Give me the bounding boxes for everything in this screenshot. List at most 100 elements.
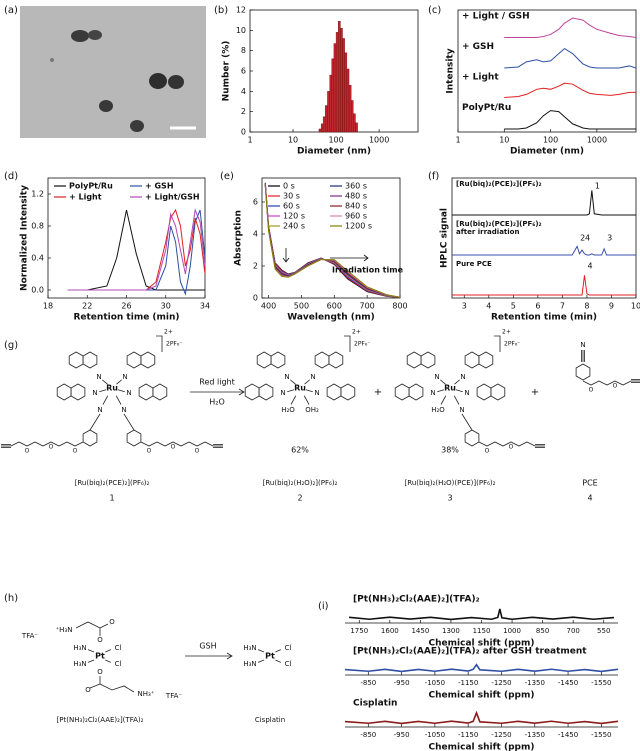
bond	[440, 395, 447, 405]
x-tick-label: 1	[247, 136, 252, 145]
ring	[126, 429, 142, 447]
bond	[116, 379, 123, 385]
particle	[50, 58, 54, 62]
ring	[256, 351, 272, 369]
panel-label: (i)	[318, 601, 329, 612]
bar	[318, 128, 322, 133]
x-tick-label: 26	[121, 302, 131, 311]
x-tick-label: 1000	[587, 136, 607, 145]
panel-label: (f)	[428, 171, 439, 182]
ring	[476, 383, 492, 401]
atom-label: O	[85, 686, 91, 694]
x-tick-label: 5	[511, 302, 516, 311]
bond	[290, 395, 297, 405]
atom-label: N	[92, 389, 97, 397]
x-tick-label: 1000	[503, 627, 521, 635]
atom-label: OH₂	[305, 406, 319, 414]
x-tick-label: -1050	[425, 731, 445, 739]
atom-label: Ru	[294, 384, 306, 393]
bond	[303, 395, 310, 405]
spectrum-title: [Pt(NH₃)₂Cl₂(AAE)₂](TFA)₂ after GSH trea…	[353, 647, 587, 657]
atom-label: ⁺H₃N	[55, 626, 72, 634]
x-tick-label: 10	[631, 302, 640, 311]
atom-label: Cl	[115, 660, 122, 668]
ring	[490, 383, 506, 401]
y-tick-label: 0	[241, 128, 246, 137]
y-axis-label: Absorption	[234, 210, 244, 266]
series-line	[344, 710, 619, 725]
ring	[394, 383, 410, 401]
plot-frame	[457, 9, 637, 133]
ring	[326, 383, 342, 401]
bond	[275, 659, 281, 663]
x-tick-label: -1550	[591, 679, 611, 687]
bar	[333, 43, 337, 133]
chain	[10, 441, 84, 447]
x-tick-label: 100	[543, 136, 558, 145]
atom-label: N	[580, 341, 585, 349]
atom-label: O	[49, 444, 54, 451]
charge: 2+	[164, 329, 173, 336]
ring	[126, 351, 142, 369]
x-tick-label: 1600	[381, 627, 399, 635]
compound-name: Cisplatin	[255, 716, 285, 724]
series-label: + GSH	[462, 42, 494, 52]
tem-background	[20, 6, 206, 138]
panel-label: (a)	[4, 5, 18, 16]
legend-label: + Light/GSH	[145, 193, 200, 202]
bar	[325, 105, 328, 133]
y-axis-label: HPLC signal	[440, 208, 450, 268]
y-axis-label: Normalized Intensity	[20, 185, 30, 291]
compound-name: PCE	[582, 479, 597, 488]
bar	[335, 32, 339, 133]
x-tick-label: -1250	[491, 679, 511, 687]
chain	[478, 441, 536, 447]
series-line	[67, 209, 205, 291]
bond	[454, 379, 461, 385]
atom-label: N	[460, 373, 465, 381]
x-tick-label: 550	[597, 627, 610, 635]
particle	[130, 120, 144, 132]
legend-label: 0 s	[283, 182, 295, 191]
series-label: PolyPt/Ru	[462, 103, 511, 113]
y-tick-label: 0.4	[31, 254, 44, 263]
atom-label: N	[310, 373, 315, 381]
bond	[439, 379, 446, 385]
x-tick-label: 1450	[411, 627, 429, 635]
y-tick-label: 6	[253, 198, 258, 207]
atom-label: O	[589, 387, 594, 394]
x-tick-label: 18	[43, 302, 53, 311]
x-tick-label: -1450	[558, 679, 578, 687]
x-tick-label: 8	[584, 302, 589, 311]
spectrum-title: Cisplatin	[353, 699, 397, 709]
x-tick-label: 10	[499, 136, 509, 145]
legend-label: 240 s	[283, 222, 305, 231]
atom-label: O	[25, 448, 30, 455]
legend-label: + GSH	[145, 182, 174, 191]
x-axis-label: Retention time (min)	[491, 313, 597, 323]
legend-label: 1200 s	[345, 222, 372, 231]
ring	[140, 351, 156, 369]
atom-label: NH₃⁺	[137, 690, 154, 698]
x-tick-label: -950	[394, 679, 410, 687]
panel-label: (h)	[4, 593, 18, 604]
atom-label: O	[613, 383, 618, 390]
plot-frame	[451, 177, 637, 299]
ring	[340, 383, 356, 401]
bond	[461, 413, 473, 431]
bond	[105, 649, 111, 653]
series-line	[348, 608, 614, 621]
x-tick-label: 34	[200, 302, 210, 311]
x-tick-label: -1350	[525, 731, 545, 739]
x-tick-label: 9	[609, 302, 614, 311]
atom-label: N	[126, 389, 131, 397]
atom-label: N	[459, 406, 464, 414]
x-axis-label: Chemical shift (ppm)	[429, 691, 535, 701]
compound-name: [Ru(biq)₂(H₂O)₂](PF₆)₂	[263, 479, 338, 487]
bar	[350, 100, 354, 133]
atom-label: TFA⁻	[21, 632, 38, 640]
legend-label: 360 s	[345, 182, 367, 191]
series-line	[504, 82, 636, 98]
atom-label: Ru	[106, 384, 118, 393]
